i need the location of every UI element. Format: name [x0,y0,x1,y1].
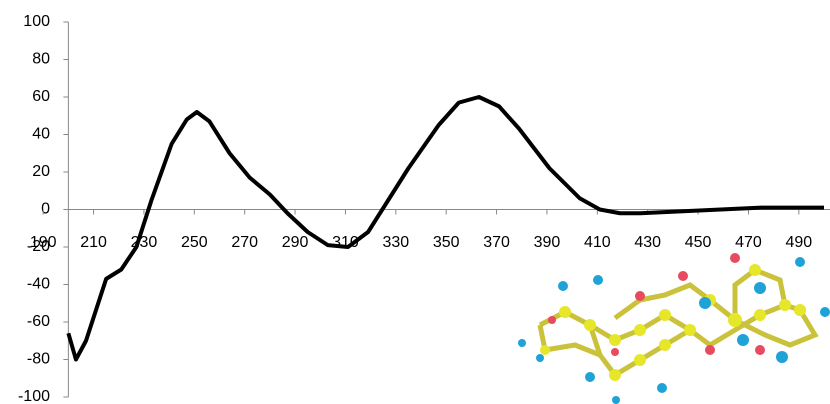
x-tick-label: 410 [584,234,611,251]
x-tick-label: 490 [785,234,812,251]
y-tick-label: 100 [23,13,50,30]
y-tick-label: -100 [18,388,50,404]
x-tick-label: 430 [634,234,661,251]
x-tick-label: 290 [282,234,309,251]
x-tick-label: 450 [685,234,712,251]
y-tick-label: 20 [32,163,50,180]
y-tick-label: 80 [32,51,50,68]
x-tick-label: 210 [80,234,107,251]
x-tick-label: 250 [181,234,208,251]
y-tick-label: -60 [27,313,50,330]
data-line [68,97,824,360]
x-tick-label: 470 [735,234,762,251]
x-tick-label: 270 [231,234,258,251]
x-tick-label: 330 [382,234,409,251]
y-tick-label: 60 [32,88,50,105]
x-tick-label: 190 [30,234,57,251]
x-tick-label: 370 [483,234,510,251]
molecule-illustration [540,270,815,375]
x-tick-label: 390 [534,234,561,251]
y-tick-label: 40 [32,126,50,143]
y-tick-label: 0 [41,201,50,218]
x-tick-label: 350 [433,234,460,251]
y-tick-label: -40 [27,276,50,293]
chart: -100-80-60-40-20020406080100190210230250… [0,0,830,404]
molecule-atoms [518,253,830,404]
y-tick-label: -80 [27,351,50,368]
